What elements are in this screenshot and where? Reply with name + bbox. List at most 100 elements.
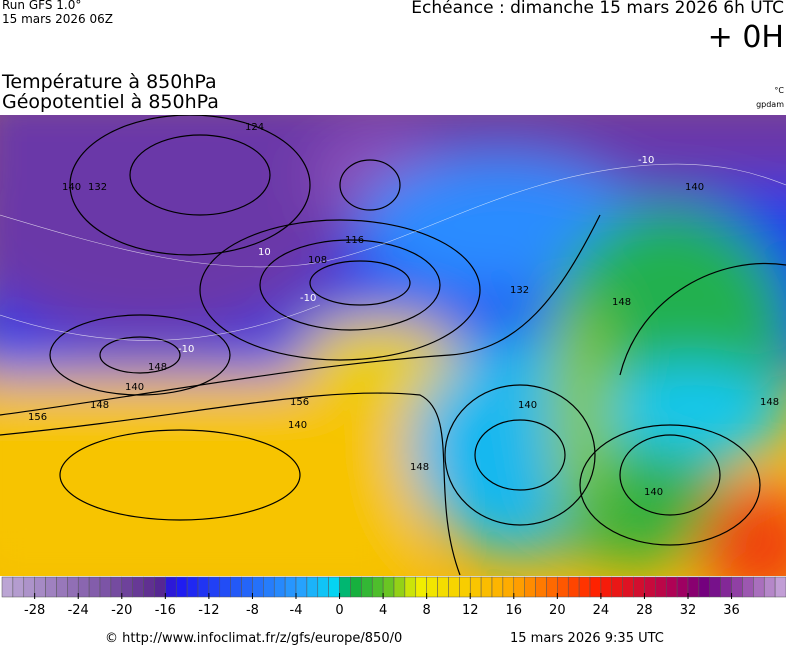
colorbar-cell [208, 576, 221, 598]
colorbar-cell [491, 576, 504, 598]
colorbar-cell [77, 576, 90, 598]
colorbar-cell [252, 576, 264, 598]
colorbar-cell [676, 576, 689, 598]
colorbar-cell [480, 576, 493, 598]
title-temperature: Température à 850hPa [2, 71, 217, 93]
colorbar-cell [328, 576, 340, 598]
contour-label: 140 [62, 182, 81, 193]
colorbar-cell [197, 576, 210, 598]
contour-label: 148 [760, 397, 779, 408]
colorbar-cell [502, 576, 515, 598]
colorbar-cell [600, 576, 613, 598]
valid-time: Echéance : dimanche 15 mars 2026 6h UTC [411, 0, 784, 18]
run-date: 15 mars 2026 06Z [2, 12, 113, 26]
contour-label: 156 [290, 397, 309, 408]
unit-temperature: °C [774, 86, 784, 95]
contour-label: 124 [245, 122, 264, 133]
contour-label: 116 [345, 235, 364, 246]
colorbar-tick-label: 24 [593, 603, 610, 618]
colorbar-tick-label: -24 [68, 603, 89, 618]
colorbar-cell [644, 576, 656, 598]
colorbar-cell [186, 576, 199, 598]
colorbar-cell [295, 576, 308, 598]
colorbar-cell [469, 576, 482, 598]
colorbar-cell [317, 576, 329, 598]
colorbar-cell [143, 576, 155, 598]
unit-geopotential: gpdam [756, 100, 784, 109]
colorbar-cell [306, 576, 319, 598]
colorbar-cell [720, 576, 732, 598]
colorbar-cell [655, 576, 667, 598]
map: 124 132 140 116 108 132 140 148 156 156 148 140 148 1… [0, 115, 786, 576]
colorbar-cell [99, 576, 112, 598]
colorbar-tick-label: 28 [636, 603, 653, 618]
colorbar-cell [698, 576, 711, 598]
contour-label: -10 [178, 344, 194, 355]
colorbar-cell [578, 576, 591, 598]
colorbar-cell [371, 576, 384, 598]
contour-label: 132 [88, 182, 107, 193]
colorbar-tick-label: 20 [549, 603, 566, 618]
colorbar-cell [132, 576, 144, 598]
colorbar-cell [393, 576, 406, 598]
colorbar-tick-label: -12 [198, 603, 219, 618]
colorbar-tick-label: 16 [506, 603, 523, 618]
colorbar-cell [350, 576, 362, 598]
colorbar-cell [230, 576, 242, 598]
colorbar-tick-label: -16 [155, 603, 176, 618]
colorbar-tick-label: 12 [462, 603, 479, 618]
colorbar-cell [263, 576, 275, 598]
colorbar-cell [622, 576, 634, 598]
source-url: © http://www.infoclimat.fr/z/gfs/europe/… [105, 631, 403, 646]
colorbar-cell [611, 576, 623, 598]
contour-label: 156 [28, 412, 47, 423]
contour-label: 140 [288, 420, 307, 431]
colorbar-cell [633, 576, 645, 598]
title-geopotential: Géopotentiel à 850hPa [2, 91, 219, 113]
colorbar-cell [524, 576, 536, 598]
colorbar-tick-label: 0 [335, 603, 343, 618]
colorbar-cell [535, 576, 547, 598]
colorbar-cell [557, 576, 569, 598]
colorbar-cell [165, 576, 177, 598]
colorbar-cell [426, 576, 438, 598]
contour-label: 140 [518, 400, 537, 411]
colorbar-cell [284, 576, 297, 598]
colorbar-cell [687, 576, 700, 598]
contour-label: 10 [258, 247, 271, 258]
colorbar-tick-label: 4 [379, 603, 387, 618]
colorbar-cell [589, 576, 602, 598]
contour-label: 148 [90, 400, 109, 411]
colorbar-cell [12, 576, 25, 598]
colorbar-tick-label: 8 [423, 603, 431, 618]
colorbar-cell [339, 576, 351, 598]
colorbar-cell [742, 576, 754, 598]
colorbar-cell [154, 576, 166, 598]
colorbar-tick-label: -8 [246, 603, 259, 618]
colorbar-cell [67, 576, 79, 598]
colorbar-tick-label: 36 [723, 603, 740, 618]
contour-label: 148 [148, 362, 167, 373]
colorbar-cell [1, 576, 14, 598]
contour-label: 140 [644, 487, 663, 498]
colorbar-cell [382, 576, 395, 598]
colorbar-cell [175, 576, 188, 598]
colorbar-cell [23, 576, 35, 598]
colorbar-cell [415, 576, 427, 598]
colorbar-cell [731, 576, 743, 598]
colorbar-cell [546, 576, 558, 598]
colorbar-cell [241, 576, 253, 598]
colorbar-cell [273, 576, 286, 598]
run: Run GFS 1.0° [2, 0, 82, 12]
colorbar-cell [219, 576, 231, 598]
colorbar-tick-label: -20 [111, 603, 132, 618]
colorbar-tick-label: 32 [680, 603, 697, 618]
colorbar-cell [437, 576, 449, 598]
colorbar-cell [45, 576, 57, 598]
generated-time: 15 mars 2026 9:35 UTC [510, 631, 664, 646]
colorbar-cell [459, 576, 471, 598]
contour-label: 148 [612, 297, 631, 308]
colorbar-cell [567, 576, 580, 598]
contour-label: 132 [510, 285, 529, 296]
colorbar-cell [121, 576, 133, 598]
